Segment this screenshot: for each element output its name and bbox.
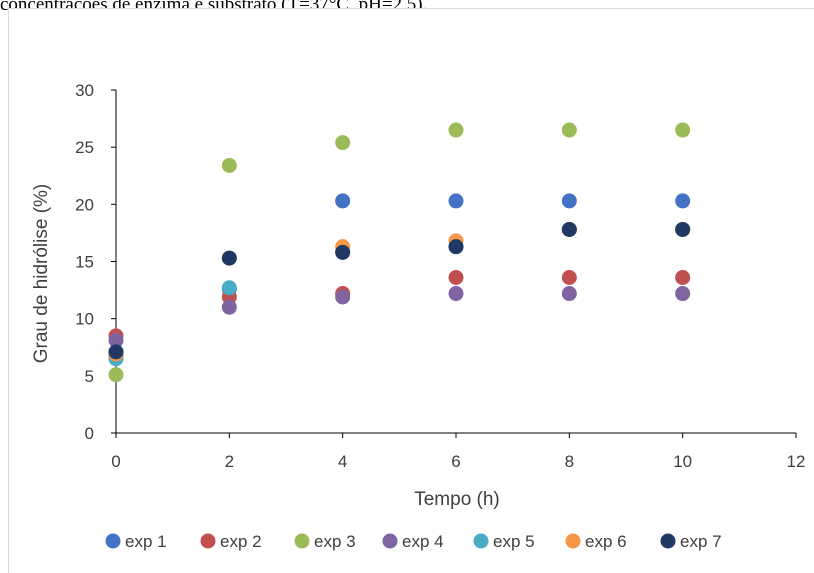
x-tick-label: 8 xyxy=(565,452,574,471)
legend-label: exp 1 xyxy=(125,532,167,551)
data-point-exp-3 xyxy=(108,367,124,383)
data-point-exp-7 xyxy=(108,344,124,360)
legend-label: exp 5 xyxy=(493,532,535,551)
y-tick-label: 0 xyxy=(85,424,94,443)
data-point-exp-7 xyxy=(448,239,464,255)
data-point-exp-7 xyxy=(221,250,237,266)
y-tick-label: 20 xyxy=(75,195,94,214)
legend-label: exp 4 xyxy=(402,532,444,551)
data-point-exp-3 xyxy=(221,157,237,173)
x-ticks: 0 2 4 6 8 10 12 xyxy=(111,433,805,471)
data-point-exp-1 xyxy=(335,193,351,209)
y-tick-label: 25 xyxy=(75,138,94,157)
y-tick-label: 15 xyxy=(75,253,94,272)
x-tick-label: 10 xyxy=(673,452,692,471)
y-ticks: 0 5 10 15 20 25 30 xyxy=(75,81,116,443)
legend-label: exp 6 xyxy=(585,532,627,551)
x-tick-label: 12 xyxy=(787,452,806,471)
data-point-exp-2 xyxy=(561,270,577,286)
data-point-exp-4 xyxy=(108,332,124,348)
data-point-exp-4 xyxy=(335,289,351,305)
legend-label: exp 2 xyxy=(220,532,262,551)
data-point-exp-5 xyxy=(221,280,237,296)
data-point-exp-4 xyxy=(675,286,691,302)
legend-marker xyxy=(565,533,581,549)
legend-marker xyxy=(105,533,121,549)
legend-marker xyxy=(660,533,676,549)
legend-marker xyxy=(294,533,310,549)
data-point-exp-7 xyxy=(335,244,351,260)
data-points xyxy=(108,122,691,383)
data-point-exp-3 xyxy=(335,135,351,151)
x-tick-label: 6 xyxy=(451,452,460,471)
legend-marker xyxy=(382,533,398,549)
y-tick-label: 5 xyxy=(85,367,94,386)
data-point-exp-2 xyxy=(448,270,464,286)
legend-label: exp 7 xyxy=(680,532,722,551)
data-point-exp-3 xyxy=(448,122,464,138)
legend-marker xyxy=(200,533,216,549)
data-point-exp-1 xyxy=(561,193,577,209)
axes xyxy=(115,90,796,434)
data-point-exp-2 xyxy=(675,270,691,286)
data-point-exp-3 xyxy=(675,122,691,138)
data-point-exp-1 xyxy=(675,193,691,209)
y-tick-label: 10 xyxy=(75,310,94,329)
y-tick-label: 30 xyxy=(75,81,94,100)
legend: exp 1 exp 2 exp 3 exp 4 exp 5 exp 6 exp 7 xyxy=(105,532,722,551)
data-point-exp-1 xyxy=(448,193,464,209)
data-point-exp-3 xyxy=(561,122,577,138)
x-tick-label: 2 xyxy=(225,452,234,471)
y-axis-title: Grau de hidrólise (%) xyxy=(31,184,52,364)
x-tick-label: 4 xyxy=(338,452,347,471)
legend-label: exp 3 xyxy=(314,532,356,551)
data-point-exp-7 xyxy=(561,221,577,237)
legend-marker xyxy=(473,533,489,549)
data-point-exp-4 xyxy=(221,299,237,315)
data-point-exp-7 xyxy=(675,221,691,237)
x-axis-title: Tempo (h) xyxy=(414,489,500,510)
data-point-exp-4 xyxy=(448,286,464,302)
x-tick-label: 0 xyxy=(111,452,120,471)
data-point-exp-4 xyxy=(561,286,577,302)
